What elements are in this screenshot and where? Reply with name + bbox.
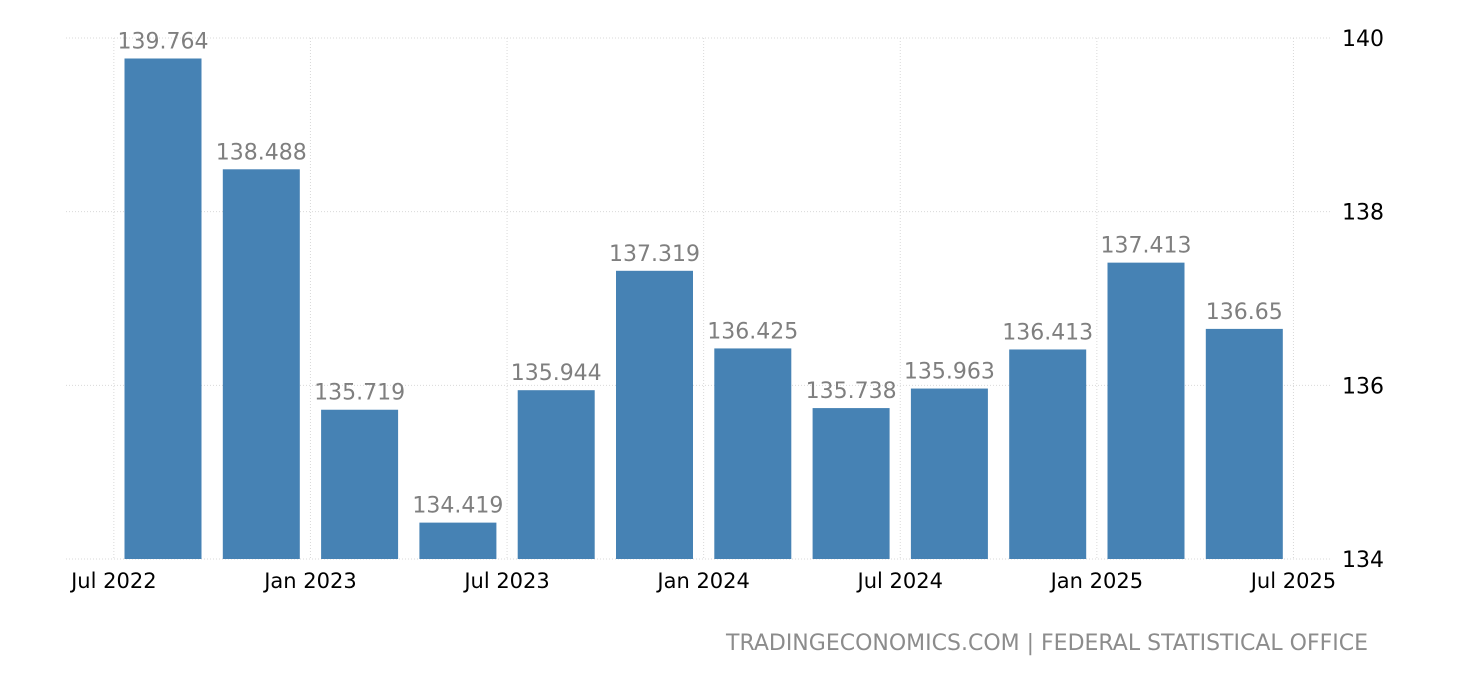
data-label: 136.425 xyxy=(707,319,798,344)
y-axis-ticks: 134 136 138 140 xyxy=(1342,27,1384,573)
bars-group xyxy=(124,58,1283,560)
bar xyxy=(1009,349,1087,559)
data-label: 135.944 xyxy=(511,361,602,386)
data-label: 135.738 xyxy=(806,379,897,404)
bar xyxy=(910,388,988,559)
bar xyxy=(124,58,202,559)
x-tick-label: Jan 2024 xyxy=(655,569,750,593)
x-tick-label: Jul 2025 xyxy=(1249,569,1336,593)
x-tick-label: Jan 2023 xyxy=(262,569,357,593)
data-label: 137.319 xyxy=(609,242,700,267)
x-tick-label: Jul 2023 xyxy=(462,569,549,593)
y-tick-label: 134 xyxy=(1342,548,1384,573)
bar xyxy=(812,408,890,559)
y-tick-label: 138 xyxy=(1342,201,1384,226)
bar xyxy=(419,522,497,559)
bar xyxy=(222,169,300,560)
source-credit: TRADINGECONOMICS.COM | FEDERAL STATISTIC… xyxy=(725,631,1368,656)
data-label: 136.65 xyxy=(1206,300,1283,325)
x-tick-label: Jul 2024 xyxy=(856,569,943,593)
bar xyxy=(1205,328,1283,559)
data-label: 135.963 xyxy=(904,360,995,385)
bar xyxy=(616,270,693,559)
data-labels-group: 139.764 138.488 135.719 134.419 135.944 137.3… xyxy=(118,29,1283,518)
data-label: 138.488 xyxy=(216,140,307,165)
x-axis-ticks: Jul 2022 Jan 2023 Jul 2023 Jan 2024 Jul 2024… xyxy=(69,569,1336,593)
data-label: 139.764 xyxy=(118,29,209,54)
data-label: 134.419 xyxy=(412,494,503,519)
bar xyxy=(1107,262,1185,559)
bar xyxy=(321,409,399,559)
y-tick-label: 140 xyxy=(1342,27,1384,52)
data-label: 135.719 xyxy=(314,381,405,406)
x-tick-label: Jul 2022 xyxy=(69,569,156,593)
bar xyxy=(714,348,792,559)
data-label: 136.413 xyxy=(1002,320,1093,345)
bar xyxy=(517,390,595,559)
data-label: 137.413 xyxy=(1101,234,1192,259)
y-tick-label: 136 xyxy=(1342,374,1384,399)
x-tick-label: Jan 2025 xyxy=(1049,569,1144,593)
